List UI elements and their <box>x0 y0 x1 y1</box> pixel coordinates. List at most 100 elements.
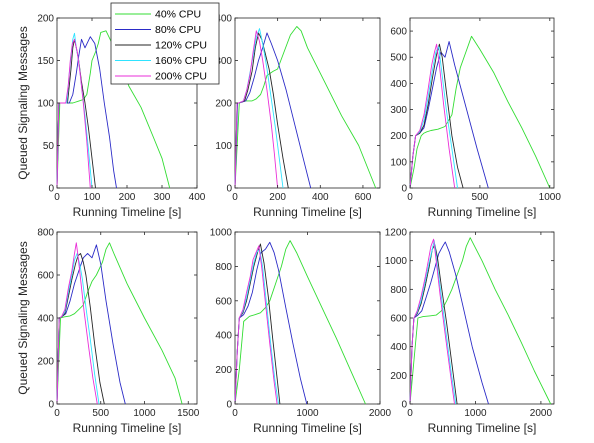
series-line-5 <box>409 43 456 189</box>
x-tick-label: 2000 <box>530 408 553 419</box>
series-line-5 <box>56 242 98 405</box>
series-line-5 <box>234 30 279 189</box>
legend-entry: 80% CPU <box>115 24 201 36</box>
x-axis-label: Running Timeline [s] <box>73 205 182 219</box>
x-tick-label: 500 <box>472 192 489 203</box>
y-tick-label: 0 <box>401 184 407 195</box>
y-tick-label: 400 <box>37 314 54 325</box>
y-tick-label: 600 <box>390 27 407 38</box>
series-line-1 <box>409 237 552 405</box>
legend-label: 80% CPU <box>155 24 201 36</box>
axes-box <box>234 231 381 405</box>
x-tick-label: 2000 <box>369 408 392 419</box>
legend-entry: 200% CPU <box>115 71 207 83</box>
subplot-5: 0 1000 2000 0 200 400 600 800 1000 Running Timeli… <box>210 228 392 436</box>
axes-box <box>409 17 555 189</box>
y-tick-label: 200 <box>390 131 407 142</box>
x-axis-label: Running Timeline [s] <box>253 421 362 435</box>
legend-entry: 40% CPU <box>115 9 201 21</box>
x-tick-label: 0 <box>54 408 60 419</box>
x-tick-label: 400 <box>189 192 206 203</box>
x-tick-label: 1000 <box>296 408 319 419</box>
x-tick-label: 400 <box>312 192 329 203</box>
x-axis-label: Running Timeline [s] <box>253 205 362 219</box>
subplot-6: 0 1000 2000 0 200 400 600 800 1000 1200 Running Ti… <box>385 228 555 435</box>
axes-box <box>409 231 555 405</box>
y-tick-label: 0 <box>401 400 407 411</box>
legend-label: 40% CPU <box>155 9 201 21</box>
legend-label: 200% CPU <box>155 71 207 83</box>
y-tick-label: 800 <box>37 228 54 239</box>
series-line-1 <box>234 240 366 405</box>
legend-label: 160% CPU <box>155 55 207 67</box>
series-line-5 <box>234 245 278 405</box>
series-line-1 <box>234 26 377 189</box>
series-line-5 <box>56 38 91 189</box>
y-tick-label: 300 <box>215 56 232 67</box>
y-tick-label: 150 <box>37 56 54 67</box>
y-tick-label: 600 <box>37 271 54 282</box>
series-line-1 <box>56 242 183 405</box>
x-tick-label: 100 <box>84 192 101 203</box>
legend: 40% CPU 80% CPU 120% CPU 160% CPU 200% CPU <box>110 2 220 85</box>
legend-box <box>110 2 220 85</box>
y-tick-label: 0 <box>226 184 232 195</box>
y-tick-label: 400 <box>215 14 232 25</box>
y-tick-label: 0 <box>48 400 54 411</box>
x-tick-label: 0 <box>407 192 413 203</box>
x-tick-label: 0 <box>407 408 413 419</box>
x-tick-label: 0 <box>232 192 238 203</box>
legend-entry: 120% CPU <box>115 40 207 52</box>
y-tick-label: 200 <box>37 357 54 368</box>
series-line-2 <box>234 241 308 405</box>
x-tick-label: 600 <box>355 192 372 203</box>
axes-box <box>234 17 381 189</box>
x-tick-label: 1000 <box>464 408 487 419</box>
y-tick-label: 200 <box>215 365 232 376</box>
x-axis-label: Running Timeline [s] <box>73 421 182 435</box>
y-tick-label: 0 <box>226 400 232 411</box>
y-axis-label: Queued Signaling Messages <box>16 241 30 394</box>
y-tick-label: 100 <box>390 157 407 168</box>
y-tick-label: 400 <box>390 79 407 90</box>
x-tick-label: 500 <box>92 408 109 419</box>
y-tick-label: 0 <box>48 184 54 195</box>
y-tick-label: 50 <box>43 141 55 152</box>
y-tick-label: 100 <box>215 141 232 152</box>
subplot-grid: 0 100 200 300 400 0 50 100 150 200 Running Timelin… <box>16 14 561 436</box>
y-tick-label: 1000 <box>210 228 233 239</box>
series-line-5 <box>409 238 455 405</box>
y-tick-label: 300 <box>390 105 407 116</box>
x-axis-label: Running Timeline [s] <box>428 421 537 435</box>
y-tick-label: 100 <box>37 99 54 110</box>
y-tick-label: 800 <box>390 285 407 296</box>
y-tick-label: 500 <box>390 53 407 64</box>
x-axis-label: Running Timeline [s] <box>428 205 537 219</box>
subplot-3: 0 500 1000 0 100 200 300 400 500 600 Running Timel… <box>390 17 562 219</box>
subplot-2: 0 200 400 600 0 100 200 300 400 Running Timeline … <box>215 14 381 219</box>
y-tick-label: 800 <box>215 262 232 273</box>
legend-entry: 160% CPU <box>115 55 207 67</box>
subplot-4: 0 500 1000 1500 0 200 400 600 800 Running Timelin… <box>16 228 200 436</box>
y-axis-label: Queued Signaling Messages <box>16 26 30 179</box>
legend-label: 120% CPU <box>155 40 207 52</box>
x-tick-label: 0 <box>232 408 238 419</box>
y-tick-label: 200 <box>390 371 407 382</box>
y-tick-label: 400 <box>390 342 407 353</box>
y-tick-label: 200 <box>37 14 54 25</box>
y-tick-label: 1000 <box>385 256 408 267</box>
series-line-2 <box>409 241 489 405</box>
y-tick-label: 400 <box>215 331 232 342</box>
x-tick-label: 1500 <box>177 408 200 419</box>
x-tick-label: 0 <box>54 192 60 203</box>
x-tick-label: 200 <box>269 192 286 203</box>
series-line-1 <box>56 30 171 189</box>
y-tick-label: 200 <box>215 99 232 110</box>
x-tick-label: 1000 <box>133 408 156 419</box>
series-line-1 <box>409 35 551 189</box>
y-tick-label: 600 <box>390 314 407 325</box>
x-tick-label: 1000 <box>539 192 562 203</box>
x-tick-label: 200 <box>119 192 136 203</box>
x-tick-label: 300 <box>154 192 171 203</box>
